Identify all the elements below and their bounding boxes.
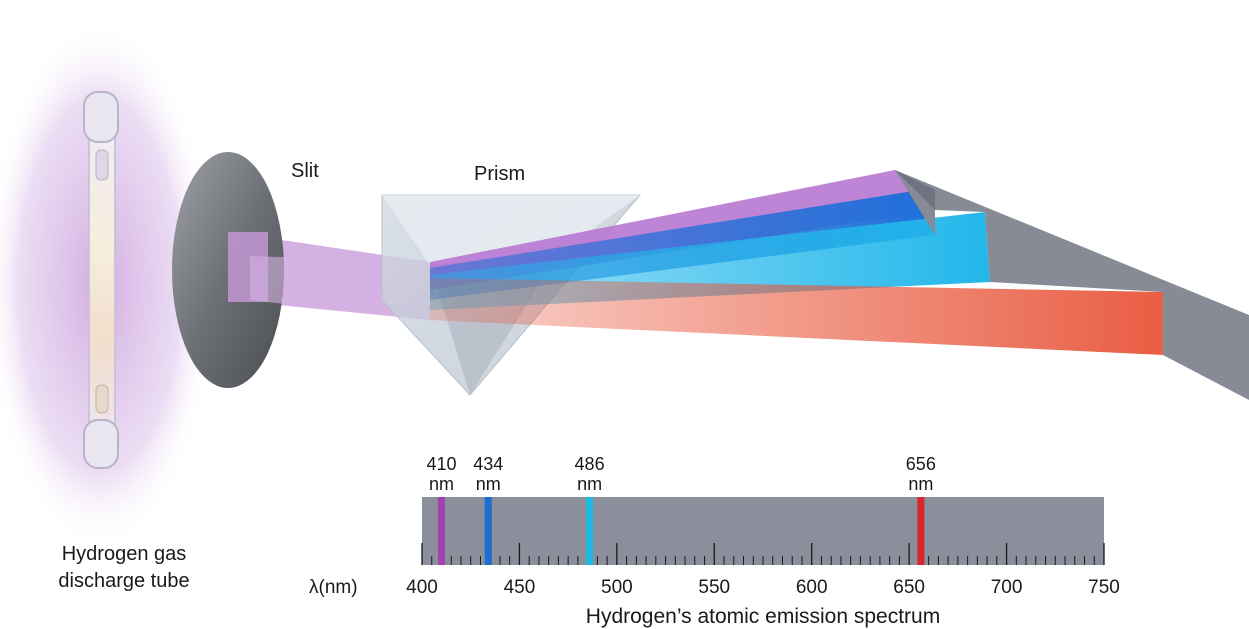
discharge-tube (83, 91, 119, 469)
tick-label: 550 (698, 577, 730, 598)
slit-label: Slit (291, 160, 319, 182)
spectral-line (484, 497, 492, 565)
tick-label: 400 (406, 577, 438, 598)
spectral-lines (437, 497, 925, 565)
tick-label: 750 (1088, 577, 1120, 598)
line-wavelength-label: 656 (906, 454, 936, 474)
major-ticks (421, 543, 1105, 565)
tick-label: 650 (893, 577, 925, 598)
line-wavelength-label: 410 (426, 454, 456, 474)
red-beam (430, 278, 1163, 355)
spectral-line (586, 497, 594, 565)
tick-label: 450 (504, 577, 536, 598)
prism-label: Prism (474, 163, 525, 185)
line-wavelength-label: 486 (575, 454, 605, 474)
spectral-line (917, 497, 925, 565)
screen (895, 170, 1249, 400)
spectrum-band (422, 497, 1104, 565)
line-wavelength-label: 434 (473, 454, 503, 474)
tube-label-line1: Hydrogen gas (62, 543, 187, 565)
tube-label-line2: discharge tube (58, 570, 189, 592)
line-unit-label: nm (908, 474, 933, 494)
tick-label: 600 (796, 577, 828, 598)
tick-label: 700 (991, 577, 1023, 598)
spectrum-title: Hydrogen’s atomic emission spectrum (586, 605, 940, 628)
axis-prefix: λ(nm) (309, 577, 358, 598)
tick-labels: 400 450 500 550 600 650 700 750 (406, 577, 1120, 598)
line-unit-label: nm (476, 474, 501, 494)
line-unit-label: nm (577, 474, 602, 494)
line-unit-label: nm (429, 474, 454, 494)
tick-label: 500 (601, 577, 633, 598)
spectral-line (437, 497, 445, 565)
